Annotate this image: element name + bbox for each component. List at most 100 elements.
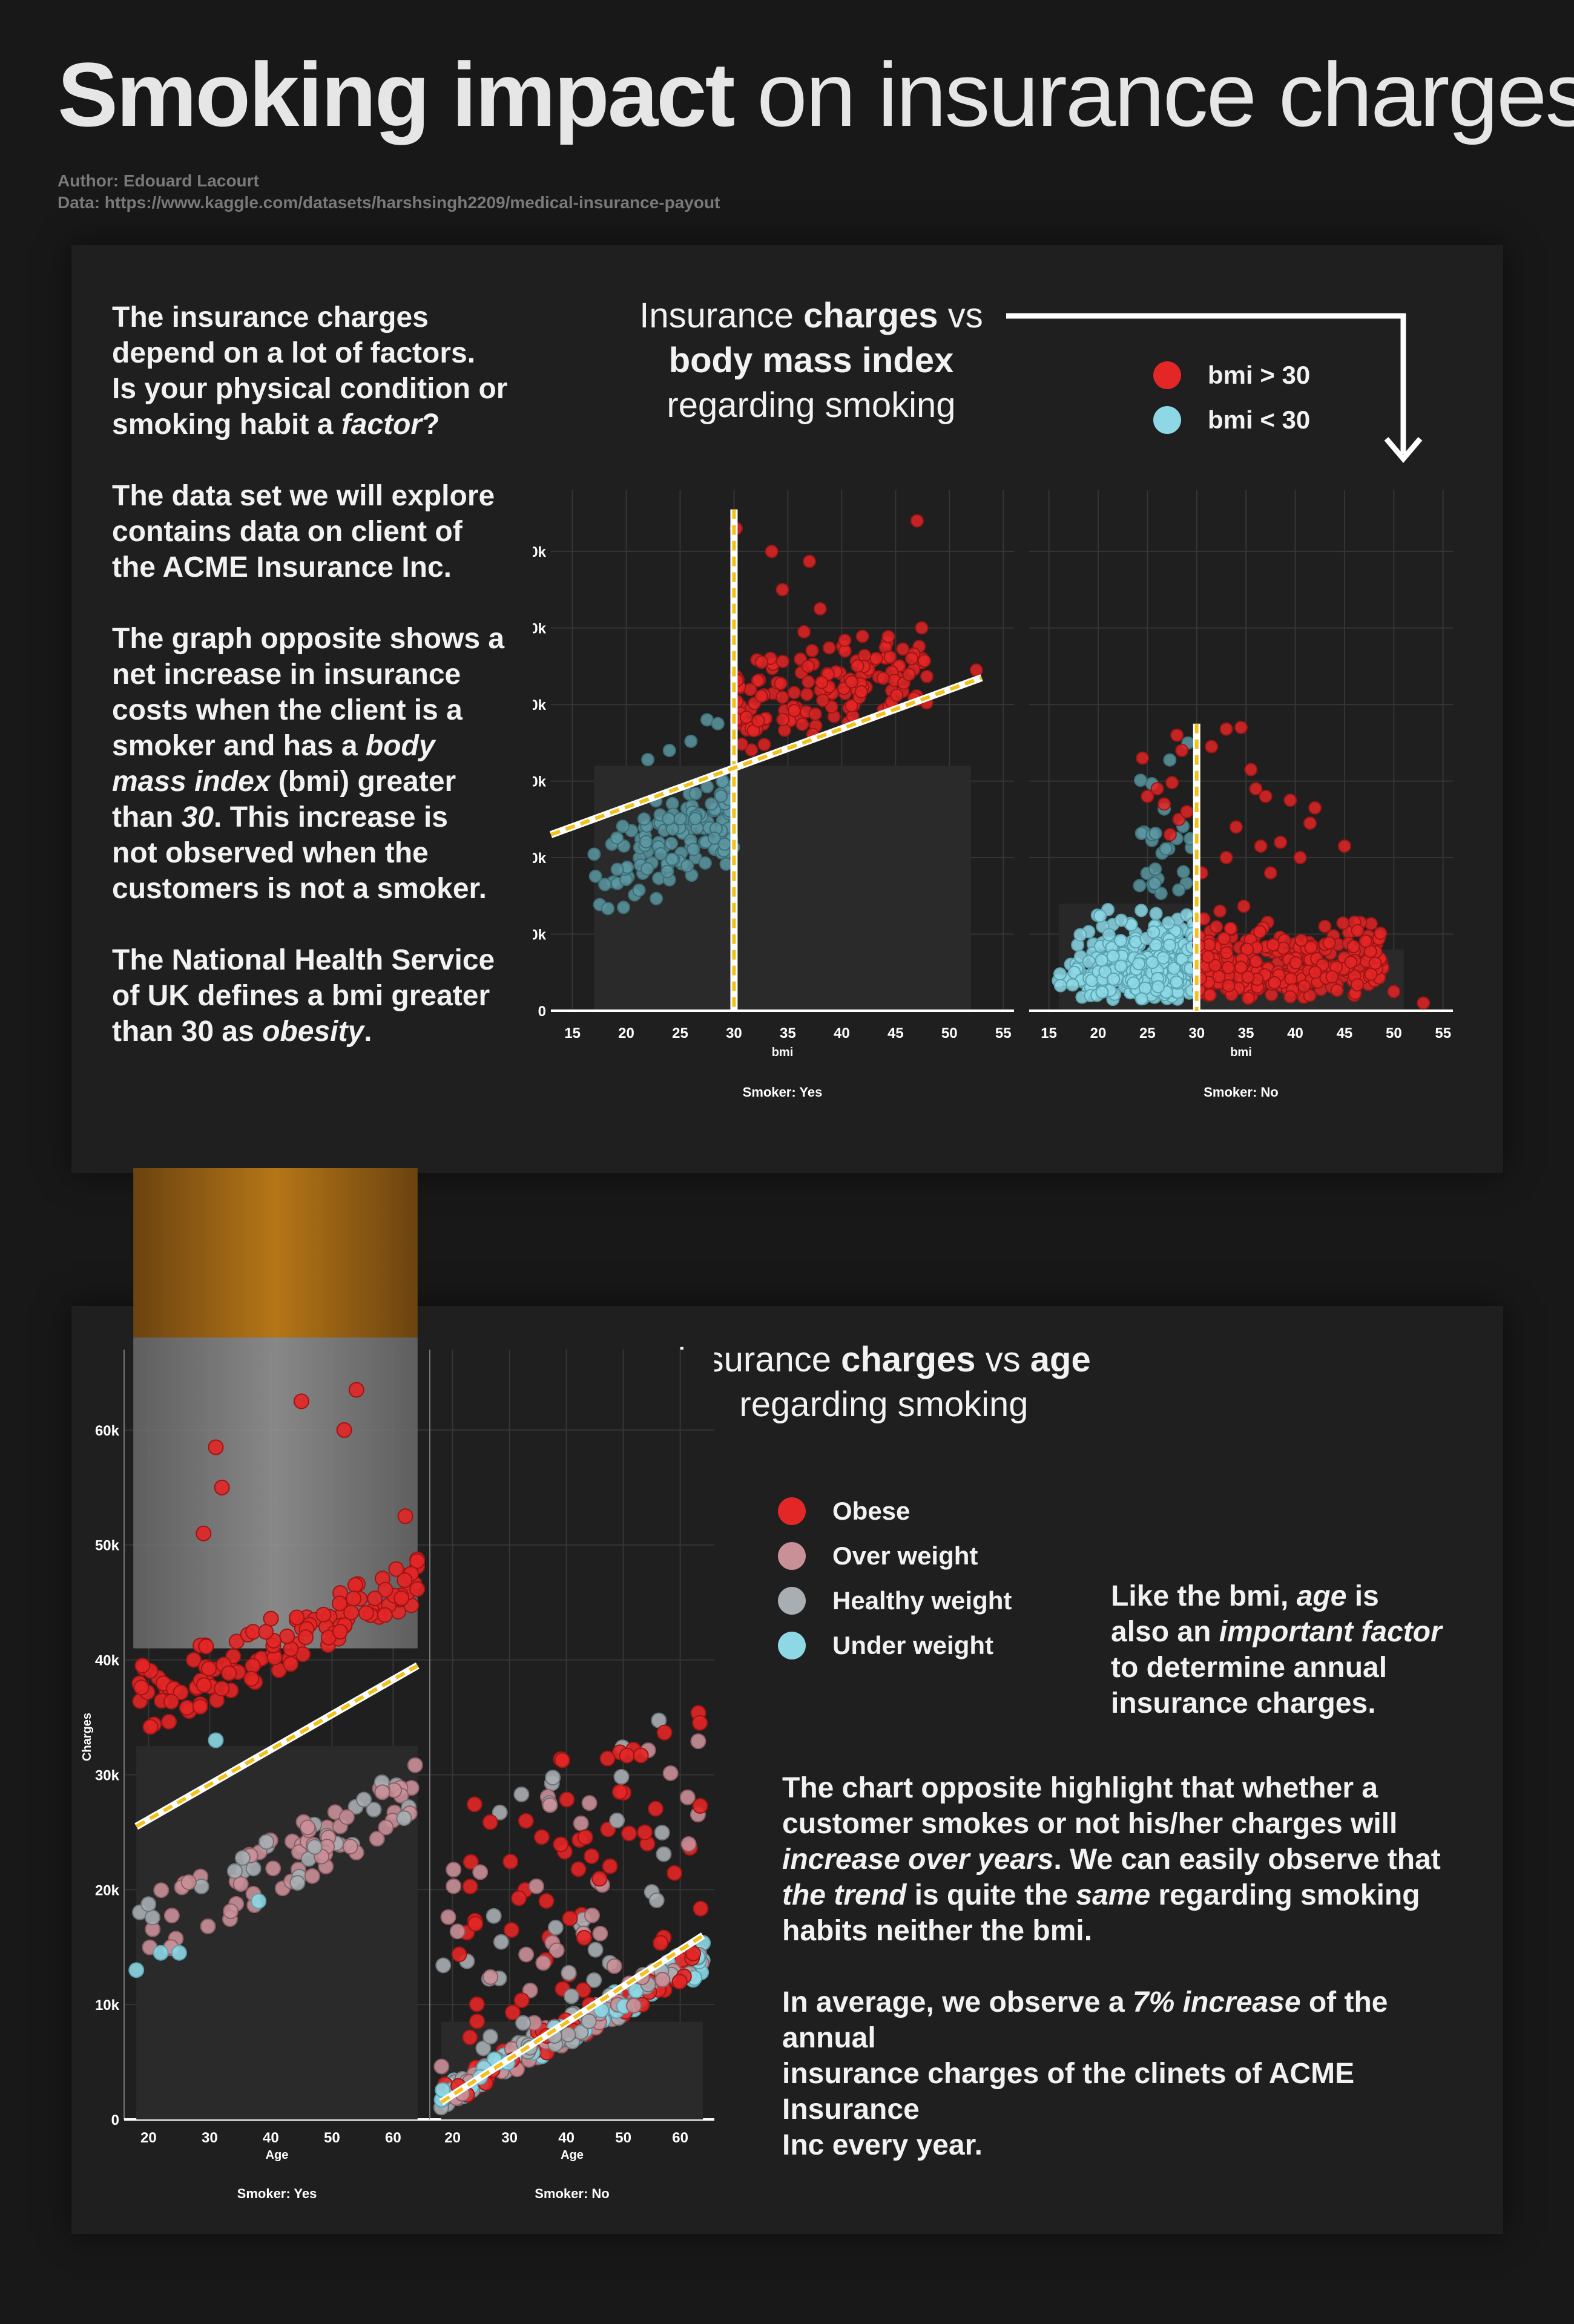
data-point — [881, 630, 895, 644]
data-point — [915, 621, 929, 635]
data-point — [687, 842, 700, 856]
data-point — [463, 1854, 479, 1870]
data-point — [621, 1825, 637, 1842]
data-point — [1210, 920, 1223, 934]
data-point — [1364, 967, 1378, 981]
data-point — [1249, 782, 1263, 796]
data-point — [1180, 908, 1194, 922]
data-point — [917, 654, 931, 668]
data-point — [1318, 919, 1332, 933]
x-tick-label: 30 — [501, 2130, 518, 2146]
data-point — [667, 1865, 683, 1881]
y-tick-label: 10k — [533, 927, 547, 944]
x-tick-label: 15 — [564, 1025, 581, 1042]
data-point — [816, 694, 830, 707]
data-point — [637, 812, 651, 826]
data-point — [671, 1974, 688, 1990]
legend-swatch — [778, 1497, 806, 1525]
data-point — [1106, 949, 1120, 963]
data-point — [800, 688, 814, 701]
y-tick-label: 40k — [533, 697, 547, 714]
data-point — [144, 1909, 160, 1926]
data-point — [173, 1684, 189, 1701]
data-point — [198, 1638, 214, 1655]
legend-item-bmi-high: bmi > 30 — [1153, 353, 1310, 398]
data-point — [283, 1656, 299, 1672]
legend-swatch — [778, 1632, 806, 1659]
data-point — [1134, 773, 1148, 787]
data-point — [1266, 938, 1280, 952]
data-point — [838, 634, 852, 648]
data-point — [279, 1628, 295, 1644]
data-point — [690, 1733, 706, 1750]
data-point — [693, 1900, 709, 1917]
x-tick-label: 35 — [780, 1025, 796, 1042]
author-credit: Author: Edouard Lacourt — [58, 171, 259, 190]
data-point — [698, 856, 712, 870]
data-point — [598, 878, 612, 891]
data-point — [462, 2029, 478, 2046]
data-point — [739, 711, 753, 724]
data-point — [665, 852, 679, 866]
data-point — [584, 1848, 600, 1865]
data-point — [304, 1868, 320, 1884]
data-point — [606, 1958, 622, 1974]
data-point — [584, 1907, 601, 1923]
data-point — [493, 1934, 509, 1950]
data-point — [163, 1693, 179, 1710]
data-point — [685, 1945, 701, 1961]
data-point — [1241, 991, 1255, 1005]
data-point — [467, 1915, 484, 1932]
data-point — [1163, 753, 1177, 767]
y-tick-label: 50k — [533, 621, 547, 637]
data-point — [601, 902, 615, 916]
x-tick-label: 40 — [834, 1025, 850, 1042]
data-point — [1283, 990, 1297, 1004]
data-point — [1163, 828, 1177, 842]
age-factor-text: Like the bmi, age is also an important fa… — [1111, 1580, 1442, 1719]
data-point — [348, 1382, 364, 1398]
data-point — [140, 1896, 157, 1912]
data-point — [1208, 959, 1222, 973]
data-point — [409, 1581, 426, 1597]
data-point — [1095, 985, 1109, 999]
data-point — [377, 1607, 393, 1623]
data-point — [765, 545, 779, 559]
data-point — [1170, 728, 1184, 742]
data-point — [637, 1824, 653, 1840]
data-point — [134, 1658, 151, 1674]
data-point — [1274, 835, 1288, 849]
y-tick-label: 0 — [538, 1003, 546, 1020]
data-point — [662, 744, 676, 757]
x-tick-label: 45 — [887, 1025, 904, 1042]
data-point — [581, 2013, 597, 2029]
data-point — [1102, 928, 1116, 942]
data-point — [185, 1652, 202, 1668]
data-point — [482, 2029, 499, 2045]
x-tick-label: 35 — [1238, 1025, 1254, 1042]
data-point — [591, 1871, 608, 1887]
data-point — [366, 1802, 382, 1818]
data-point — [289, 1609, 305, 1626]
data-point — [1148, 862, 1162, 876]
data-point — [258, 1624, 274, 1640]
x-tick-label: 20 — [140, 2130, 157, 2146]
data-point — [581, 1795, 598, 1811]
x-axis-title: bmi — [1230, 1046, 1252, 1059]
data-point — [1107, 972, 1121, 986]
x-tick-label: 20 — [1090, 1025, 1107, 1042]
y-tick-label: 60k — [533, 544, 547, 560]
data-point — [482, 1814, 498, 1830]
age-legend: Obese Over weight Healthy weight Under w… — [778, 1489, 1012, 1668]
data-point — [787, 704, 801, 718]
x-tick-label: 20 — [618, 1025, 634, 1042]
data-point — [462, 1879, 478, 1895]
data-point — [503, 1922, 519, 1938]
bmi-chart-title: Insurance charges vs body mass index regar… — [639, 296, 983, 425]
data-point — [576, 1929, 592, 1946]
data-point — [265, 1860, 282, 1877]
bmi-scatter-chart: 15 20 25 30 35 40 45 50 55 0 10k 20k 30k 40k 50k 60k bmi… — [533, 490, 1453, 1100]
age-chart-title: Insurance charges vs age regarding smokin… — [677, 1340, 1091, 1424]
data-point — [802, 675, 815, 689]
data-point — [553, 1836, 569, 1853]
